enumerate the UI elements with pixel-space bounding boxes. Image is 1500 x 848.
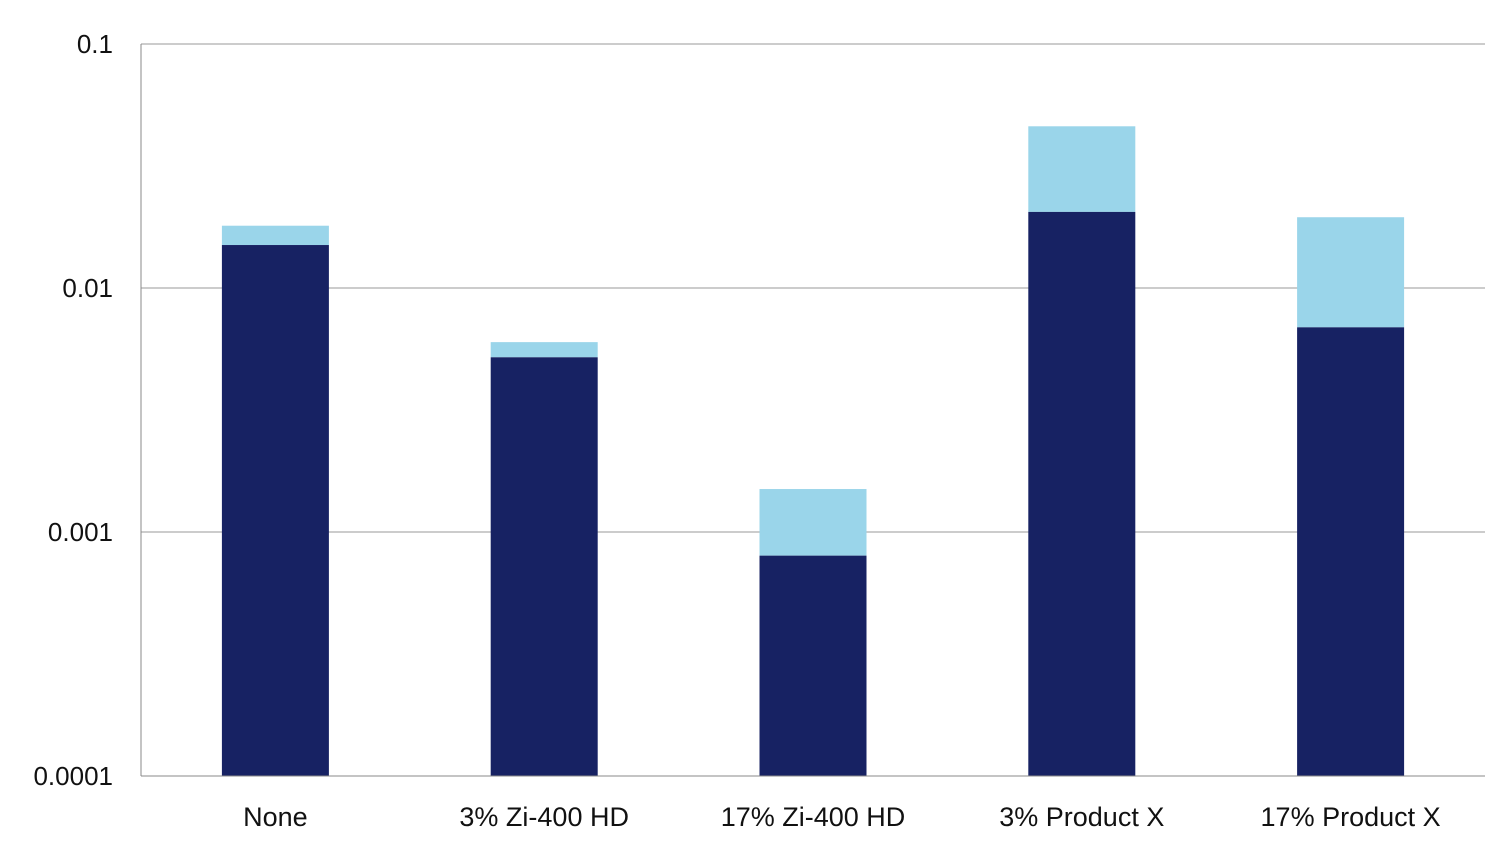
x-tick-label: None	[243, 802, 308, 832]
bar-segment-lower	[221, 245, 329, 776]
bar-segment-lower	[1297, 327, 1405, 776]
x-tick-labels: None 3% Zi-400 HD 17% Zi-400 HD 3% Produ…	[243, 802, 1441, 832]
bar-segment-upper	[1297, 217, 1405, 328]
bar-segment-lower	[1028, 211, 1136, 776]
x-tick-label: 17% Zi-400 HD	[721, 802, 906, 832]
y-tick-label: 0.1	[77, 29, 113, 59]
y-tick-label: 0.001	[48, 517, 113, 547]
bar-segment-upper	[490, 342, 598, 358]
bar-segment-lower	[490, 357, 598, 776]
x-tick-label: 3% Product X	[999, 802, 1164, 832]
y-tick-label: 0.0001	[33, 761, 113, 791]
bar-segment-upper	[221, 225, 329, 246]
bar-segment-upper	[1028, 126, 1136, 212]
x-tick-label: 3% Zi-400 HD	[459, 802, 629, 832]
x-tick-label: 17% Product X	[1261, 802, 1441, 832]
bar-segment-upper	[759, 489, 867, 556]
bars	[221, 126, 1405, 776]
gridlines	[141, 43, 1485, 533]
y-tick-labels: 0.1 0.01 0.001 0.0001	[33, 29, 113, 791]
y-tick-label: 0.01	[62, 273, 113, 303]
bar-segment-lower	[759, 555, 867, 776]
